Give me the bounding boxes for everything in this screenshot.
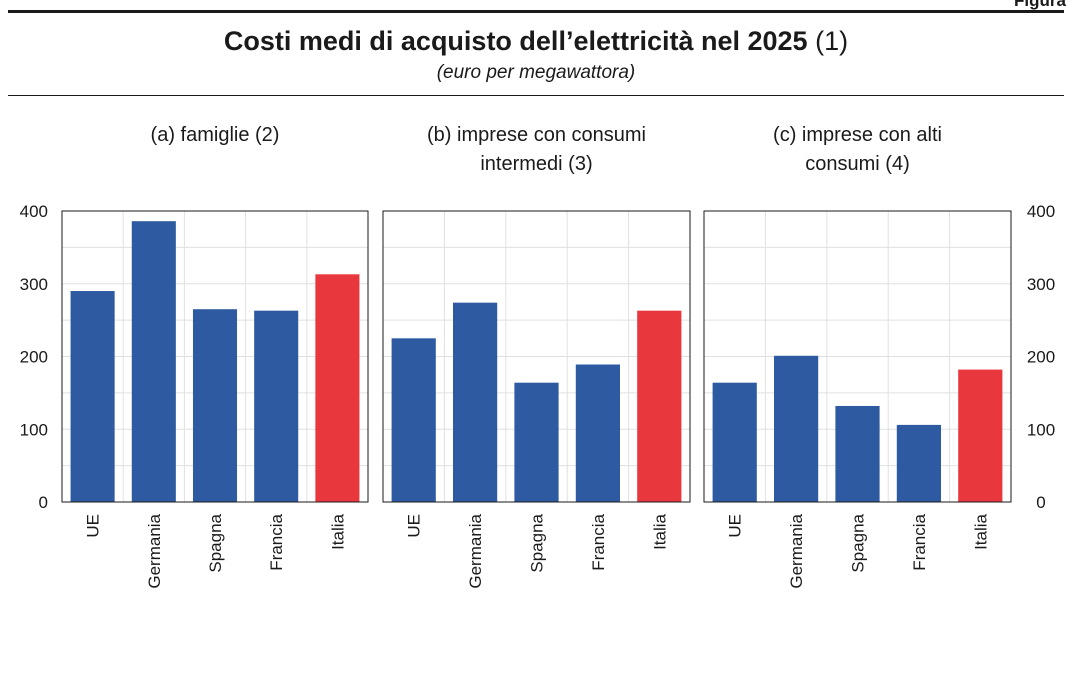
panel-title: intermedi (3) bbox=[480, 153, 592, 175]
y-tick-label: 400 bbox=[1027, 202, 1055, 221]
bar bbox=[958, 369, 1003, 502]
bar bbox=[192, 309, 238, 502]
category-label: UE bbox=[405, 514, 424, 538]
category-label: Germania bbox=[466, 513, 485, 588]
bar bbox=[896, 424, 942, 502]
bar bbox=[315, 274, 360, 502]
y-tick-label: 300 bbox=[1027, 275, 1055, 294]
category-label: Germania bbox=[145, 513, 164, 588]
bar bbox=[514, 382, 559, 502]
category-label: Spagna bbox=[849, 513, 868, 572]
bar bbox=[773, 355, 819, 502]
bar bbox=[835, 405, 880, 502]
category-label: UE bbox=[84, 514, 103, 538]
bar bbox=[452, 302, 498, 502]
y-tick-label: 200 bbox=[20, 348, 48, 367]
bar bbox=[131, 221, 176, 502]
category-label: Italia bbox=[971, 513, 990, 549]
bar bbox=[391, 338, 436, 502]
chart-subtitle: (euro per megawattora) bbox=[436, 62, 636, 83]
top-rule bbox=[8, 10, 1064, 13]
plot-frame bbox=[703, 210, 1012, 503]
chart-title: Costi medi di acquisto dell’elettricità … bbox=[0, 26, 1072, 57]
y-tick-label: 100 bbox=[20, 420, 48, 439]
category-label: Spagna bbox=[528, 513, 547, 572]
category-label: Francia bbox=[267, 513, 286, 570]
panel-title: (c) imprese con alti bbox=[773, 124, 942, 146]
bar bbox=[712, 382, 757, 502]
chart-title-main: Costi medi di acquisto dell’elettricità … bbox=[223, 26, 808, 56]
category-label: Francia bbox=[589, 513, 608, 570]
category-label: Italia bbox=[328, 513, 347, 549]
category-label: Spagna bbox=[206, 513, 225, 572]
bar bbox=[70, 291, 115, 502]
figure-tag: Figura bbox=[1014, 0, 1066, 10]
plot-frame bbox=[382, 210, 691, 503]
category-label: UE bbox=[726, 514, 745, 538]
y-tick-label: 200 bbox=[1027, 348, 1055, 367]
category-label: Francia bbox=[910, 513, 929, 570]
y-tick-label: 400 bbox=[20, 202, 48, 221]
y-tick-label: 100 bbox=[1027, 420, 1055, 439]
panel-title: (a) famiglie (2) bbox=[151, 124, 280, 146]
bar bbox=[637, 310, 682, 502]
panel-title: consumi (4) bbox=[805, 153, 909, 175]
panel-title: (b) imprese con consumi bbox=[427, 124, 646, 146]
category-label: Germania bbox=[787, 513, 806, 588]
chart-title-note: (1) bbox=[815, 26, 849, 56]
bar bbox=[575, 364, 621, 502]
y-tick-label: 0 bbox=[39, 493, 48, 512]
y-tick-label: 300 bbox=[20, 275, 48, 294]
category-label: Italia bbox=[650, 513, 669, 549]
plot-frame bbox=[61, 210, 369, 503]
bar bbox=[254, 310, 299, 502]
y-tick-label: 0 bbox=[1036, 493, 1045, 512]
header-rule bbox=[8, 95, 1064, 96]
